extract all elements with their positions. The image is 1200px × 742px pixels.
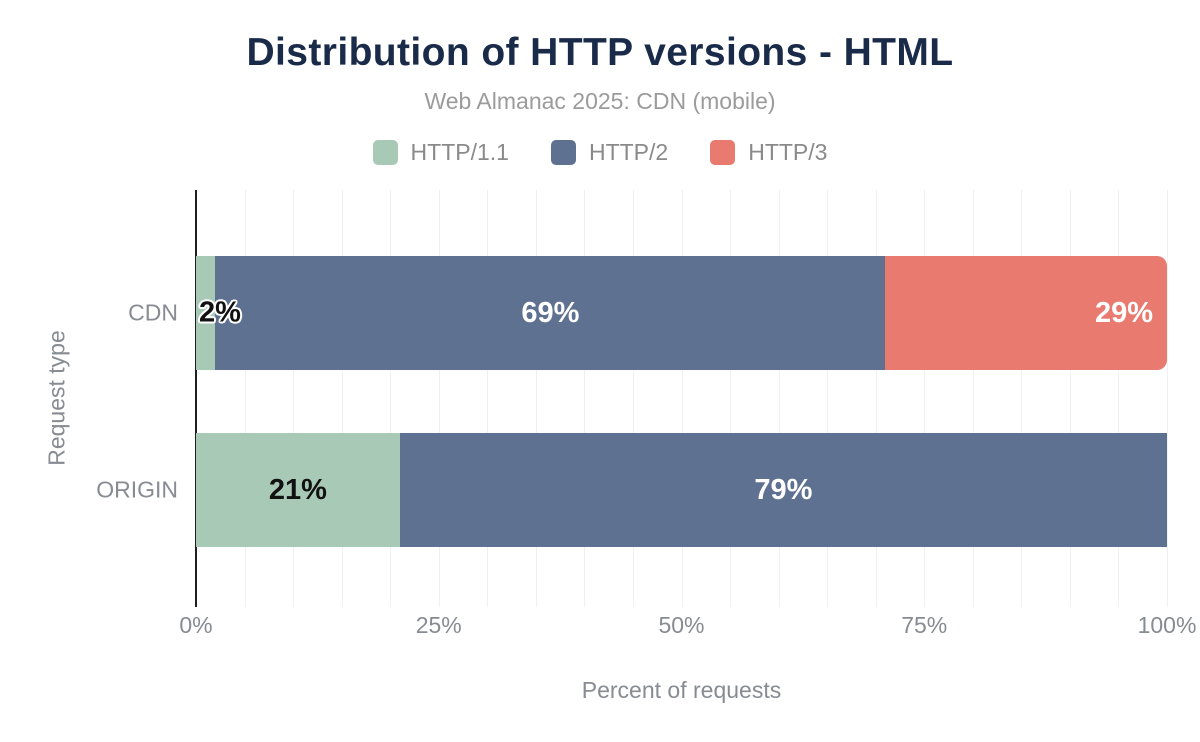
category-label-cdn: CDN — [128, 299, 178, 326]
gridline-100 — [1167, 190, 1168, 607]
data-label: 69% — [521, 296, 580, 329]
legend-item-http-3[interactable]: HTTP/3 — [710, 139, 827, 166]
gridline-85 — [1021, 190, 1023, 607]
legend: HTTP/1.1 HTTP/2 HTTP/3 — [0, 139, 1200, 166]
bar-segment-origin-http-1-1: 21% — [196, 433, 400, 547]
gridline-95 — [1118, 190, 1120, 607]
data-label: 2% — [199, 296, 241, 329]
x-tick-75: 75% — [901, 612, 948, 638]
gridline-50 — [681, 190, 683, 607]
gridline-30 — [487, 190, 489, 607]
bar-segment-cdn-http-2: 69% — [215, 256, 886, 370]
legend-swatch-icon — [550, 140, 576, 165]
bar-segment-origin-http-2: 79% — [399, 433, 1167, 547]
plot-area: 2% 69% 29% 21% 79% — [195, 190, 1168, 607]
chart-subtitle: Web Almanac 2025: CDN (mobile) — [424, 88, 776, 114]
y-axis-line — [195, 190, 197, 607]
gridline-15 — [341, 190, 343, 607]
legend-item-http-2[interactable]: HTTP/2 — [550, 139, 669, 166]
x-tick-100: 100% — [1137, 612, 1197, 638]
y-axis-title: Request type — [43, 330, 70, 466]
gridline-35 — [535, 190, 537, 607]
gridline-55 — [730, 190, 732, 607]
legend-swatch-icon — [372, 140, 398, 165]
legend-label: HTTP/1.1 — [410, 139, 509, 165]
data-label: 29% — [1094, 296, 1153, 329]
bar-row-cdn: 2% 69% 29% — [196, 256, 1167, 370]
data-label: 79% — [754, 473, 813, 506]
gridline-70 — [875, 190, 877, 607]
gridline-45 — [632, 190, 634, 607]
x-tick-0: 0% — [179, 612, 213, 638]
gridline-5 — [244, 190, 246, 607]
gridline-75 — [924, 190, 926, 607]
x-axis-title: Percent of requests — [581, 677, 782, 703]
gridline-90 — [1069, 190, 1071, 607]
gridline-25 — [438, 190, 440, 607]
gridline-65 — [827, 190, 829, 607]
data-label: 21% — [268, 473, 327, 506]
x-tick-50: 50% — [658, 612, 705, 638]
category-label-origin: ORIGIN — [96, 476, 178, 503]
chart-title: Distribution of HTTP versions - HTML — [246, 31, 954, 74]
legend-label: HTTP/3 — [748, 139, 828, 165]
gridline-60 — [778, 190, 780, 607]
x-tick-25: 25% — [415, 612, 462, 638]
bar-row-origin: 21% 79% — [196, 433, 1167, 547]
legend-swatch-icon — [710, 140, 736, 165]
gridline-10 — [293, 190, 295, 607]
bar-segment-cdn-http-3: 29% — [885, 256, 1167, 370]
legend-item-http-1-1[interactable]: HTTP/1.1 — [372, 139, 509, 166]
gridline-80 — [972, 190, 974, 607]
gridline-20 — [390, 190, 392, 607]
bar-segment-cdn-http-1-1 — [196, 256, 216, 370]
legend-label: HTTP/2 — [588, 139, 669, 165]
gridline-40 — [584, 190, 586, 607]
